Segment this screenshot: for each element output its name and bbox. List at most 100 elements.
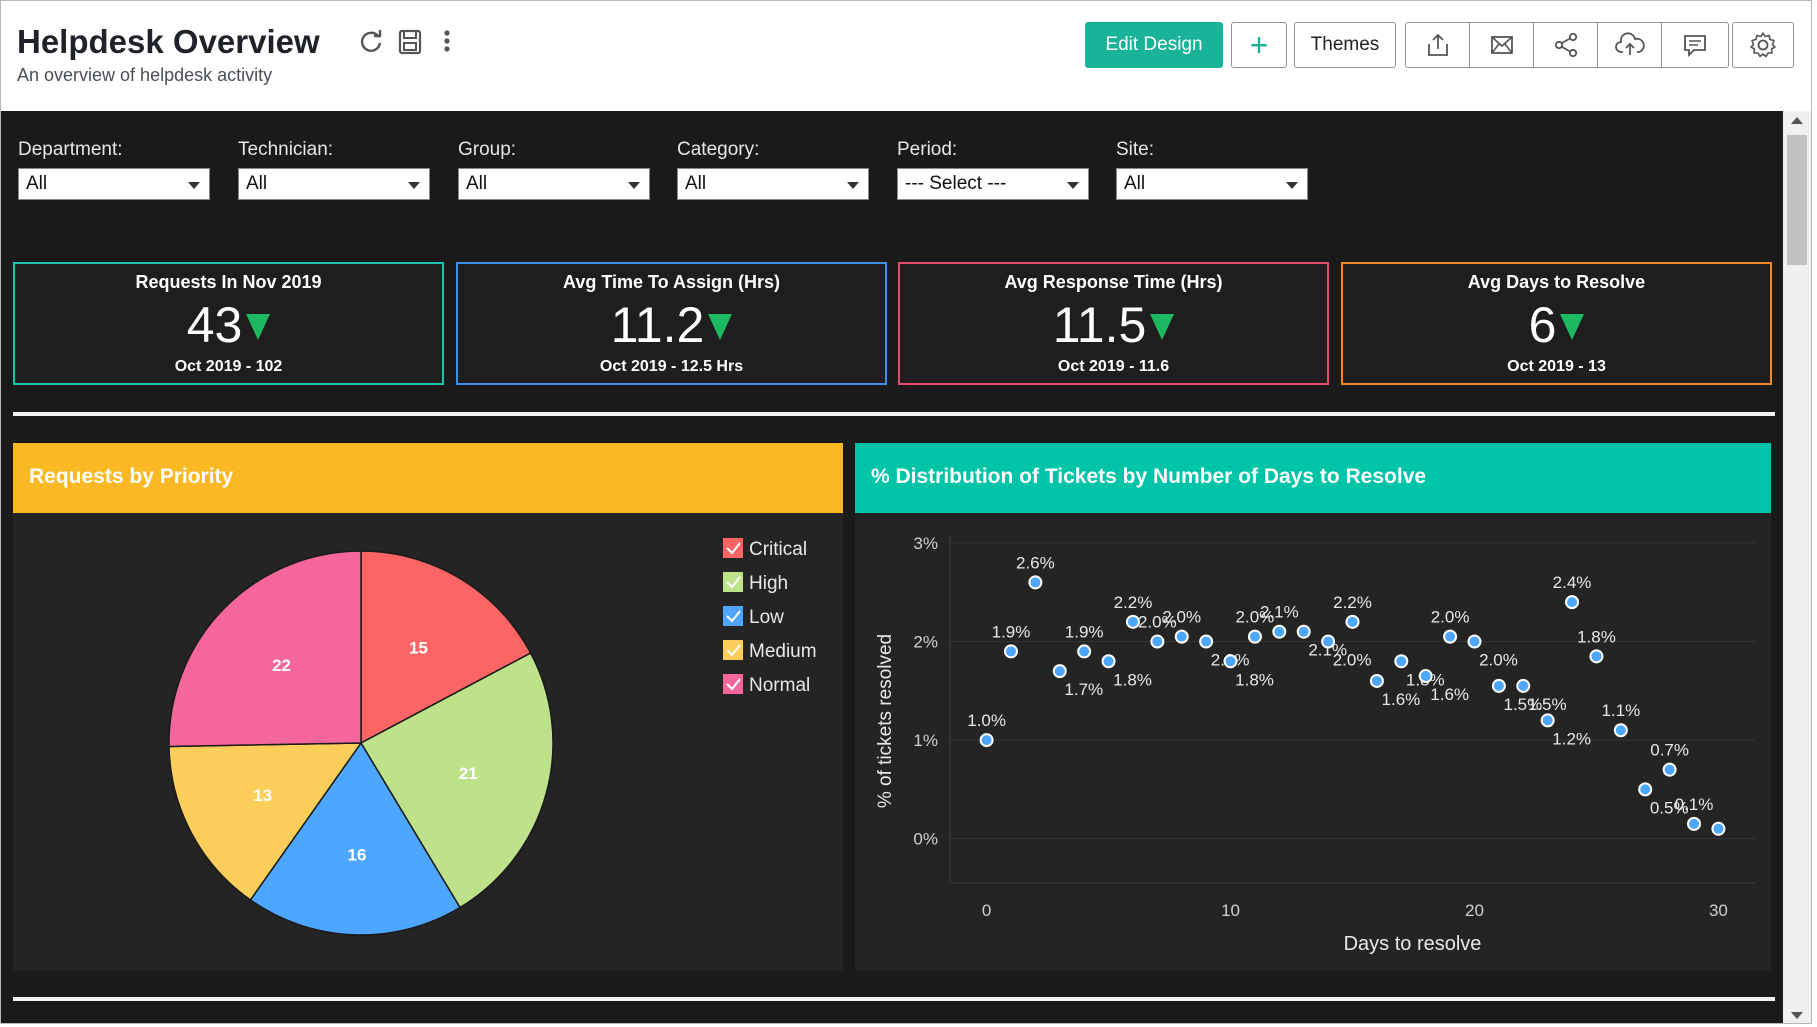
scatter-data-label: 2.1% xyxy=(1308,641,1347,660)
action-button-group xyxy=(1405,22,1729,68)
more-vertical-icon[interactable] xyxy=(432,27,462,57)
save-icon[interactable] xyxy=(395,27,425,57)
scatter-data-label: 1.6% xyxy=(1430,685,1469,704)
scatter-point xyxy=(1589,649,1604,664)
scatter-point xyxy=(1199,634,1214,649)
scatter-data-label: 2.6% xyxy=(1016,553,1055,572)
chevron-down-icon xyxy=(1286,182,1298,189)
scatter-data-label: 1.9% xyxy=(1065,622,1104,641)
period-select[interactable]: --- Select --- xyxy=(897,168,1089,200)
kpi-value-row: 11.5 xyxy=(900,296,1327,354)
site-select[interactable]: All xyxy=(1116,168,1308,200)
scatter-point xyxy=(1321,634,1336,649)
edit-design-button[interactable]: Edit Design xyxy=(1085,22,1223,68)
kpi-comparison: Oct 2019 - 12.5 Hrs xyxy=(599,358,744,375)
legend-swatch xyxy=(723,572,743,592)
days-to-resolve-widget[interactable]: % Distribution of Tickets by Number of D… xyxy=(855,443,1771,971)
legend-swatch xyxy=(723,674,743,694)
kpi-value-row: 43 xyxy=(15,296,442,354)
y-axis-title: % of tickets resolved xyxy=(875,634,896,808)
kpi-days-to-resolve[interactable]: Avg Days to Resolve 6 Oct 2019 - 13 xyxy=(1341,262,1772,385)
trend-down-icon xyxy=(246,314,271,340)
scroll-up-icon[interactable] xyxy=(1791,117,1803,124)
scatter-data-label: 1.8% xyxy=(1235,670,1274,689)
scatter-data-label: 2.4% xyxy=(1553,573,1592,592)
scatter-point xyxy=(979,733,994,748)
widget-title: % Distribution of Tickets by Number of D… xyxy=(855,443,1771,513)
group-select[interactable]: All xyxy=(458,168,650,200)
pie-slice-high xyxy=(359,652,554,909)
vertical-scrollbar[interactable] xyxy=(1783,111,1811,1023)
pie-data-label: 15 xyxy=(409,639,428,658)
filter-technician: Technician: All xyxy=(238,139,430,200)
scatter-point xyxy=(1418,669,1433,684)
select-value: All xyxy=(26,173,48,194)
scatter-point xyxy=(1150,634,1165,649)
pie-slice-low xyxy=(249,741,462,936)
kpi-response-time[interactable]: Avg Response Time (Hrs) 11.5 Oct 2019 - … xyxy=(898,262,1329,385)
page-subtitle: An overview of helpdesk activity xyxy=(17,65,273,85)
scatter-point xyxy=(1638,782,1653,797)
filter-category: Category: All xyxy=(677,139,869,200)
kpi-value: 11.5 xyxy=(1052,297,1147,353)
kpi-comparison: Oct 2019 - 13 xyxy=(1507,358,1606,375)
scatter-point xyxy=(1565,595,1580,610)
share-icon[interactable] xyxy=(1534,23,1598,67)
pie-data-label: 16 xyxy=(348,845,367,864)
email-icon[interactable] xyxy=(1470,23,1534,67)
y-tick-label: 0% xyxy=(913,830,938,849)
y-tick-label: 1% xyxy=(913,731,938,750)
scatter-data-label: 2.0% xyxy=(1479,651,1518,670)
y-tick-label: 3% xyxy=(913,534,938,553)
kpi-value: 6 xyxy=(1528,297,1557,353)
chevron-down-icon xyxy=(628,182,640,189)
add-button[interactable]: + xyxy=(1231,22,1287,68)
technician-select[interactable]: All xyxy=(238,168,430,200)
select-value: All xyxy=(685,173,707,194)
settings-icon[interactable] xyxy=(1732,22,1794,68)
comment-icon[interactable] xyxy=(1662,23,1728,67)
scatter-data-label: 1.5% xyxy=(1503,695,1542,714)
kpi-time-to-assign[interactable]: Avg Time To Assign (Hrs) 11.2 Oct 2019 -… xyxy=(456,262,887,385)
widget-title: Requests by Priority xyxy=(13,443,843,513)
pie-data-label: 13 xyxy=(253,786,272,805)
scatter-data-label: 1.6% xyxy=(1382,690,1421,709)
scatter-point xyxy=(1077,644,1092,659)
scatter-point xyxy=(1491,678,1506,693)
x-tick-label: 30 xyxy=(1709,901,1728,920)
pie-data-label: 22 xyxy=(272,656,291,675)
filter-group: Group: All xyxy=(458,139,650,200)
scatter-data-label: 0.1% xyxy=(1675,795,1714,814)
scatter-chart: 0% 1% 2% 3% 0 10 20 30 Days to resolve % of ticke… xyxy=(875,534,1755,955)
scatter-point xyxy=(1467,634,1482,649)
checkbox-check-icon xyxy=(726,644,741,657)
requests-by-priority-widget[interactable]: Requests by Priority 15 21 16 13 22 Critical H… xyxy=(13,443,843,971)
legend-swatch xyxy=(723,538,743,558)
scatter-data-label: 1.8% xyxy=(1113,670,1152,689)
filter-label: Group: xyxy=(458,139,517,160)
category-select[interactable]: All xyxy=(677,168,869,200)
checkbox-check-icon xyxy=(726,576,741,589)
kpi-requests[interactable]: Requests In Nov 2019 43 Oct 2019 - 102 xyxy=(13,262,444,385)
cloud-upload-icon[interactable] xyxy=(1598,23,1662,67)
chevron-down-icon xyxy=(188,182,200,189)
kpi-title: Requests In Nov 2019 xyxy=(135,272,322,292)
refresh-icon[interactable] xyxy=(356,27,386,57)
kpi-title: Avg Response Time (Hrs) xyxy=(1004,272,1223,292)
scatter-data-label: 0.5% xyxy=(1650,798,1689,817)
filter-department: Department: All xyxy=(18,139,210,200)
chevron-down-icon xyxy=(847,182,859,189)
scatter-point xyxy=(1687,816,1702,831)
checkbox-check-icon xyxy=(726,610,741,623)
select-value: All xyxy=(1124,173,1146,194)
scroll-thumb[interactable] xyxy=(1787,135,1807,265)
filter-label: Category: xyxy=(677,139,760,160)
scroll-down-icon[interactable] xyxy=(1791,1012,1803,1019)
export-icon[interactable] xyxy=(1406,23,1470,67)
department-select[interactable]: All xyxy=(18,168,210,200)
scatter-data-label: 1.7% xyxy=(1064,680,1103,699)
scatter-point xyxy=(1296,624,1311,639)
themes-button[interactable]: Themes xyxy=(1294,22,1396,68)
scatter-point xyxy=(1516,678,1531,693)
legend-item-label: Normal xyxy=(749,675,810,696)
